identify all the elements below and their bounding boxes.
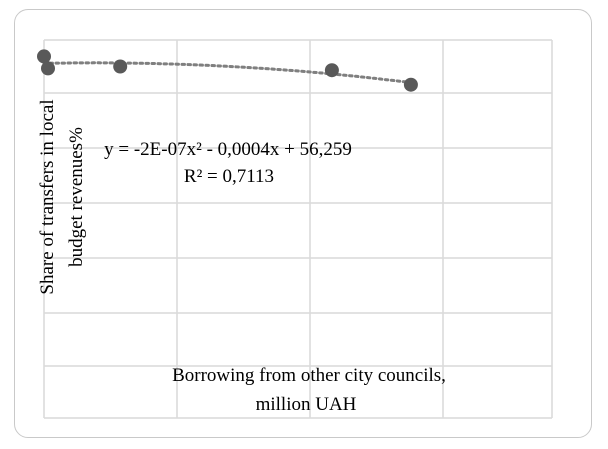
data-point bbox=[41, 61, 55, 76]
trendline-group bbox=[42, 61, 413, 85]
data-point bbox=[37, 49, 51, 64]
gridlines bbox=[43, 39, 553, 419]
trendline-equation: y = -2E-07x² - 0,0004x + 56,259 bbox=[104, 139, 352, 160]
data-point bbox=[403, 77, 418, 92]
trendline bbox=[42, 61, 413, 85]
x-axis-title-line-1: Borrowing from other city councils, bbox=[172, 365, 446, 386]
data-points bbox=[37, 49, 418, 92]
data-point bbox=[113, 59, 128, 74]
y-axis-title-line-2: budget revenues% bbox=[66, 127, 87, 267]
y-axis-title: Share of transfers in local budget reven… bbox=[37, 99, 87, 294]
data-point bbox=[324, 63, 339, 78]
x-axis-title-line-2: million UAH bbox=[256, 394, 357, 415]
trendline-r-squared: R² = 0,7113 bbox=[184, 166, 274, 187]
y-axis-title-line-1: Share of transfers in local bbox=[37, 99, 58, 294]
